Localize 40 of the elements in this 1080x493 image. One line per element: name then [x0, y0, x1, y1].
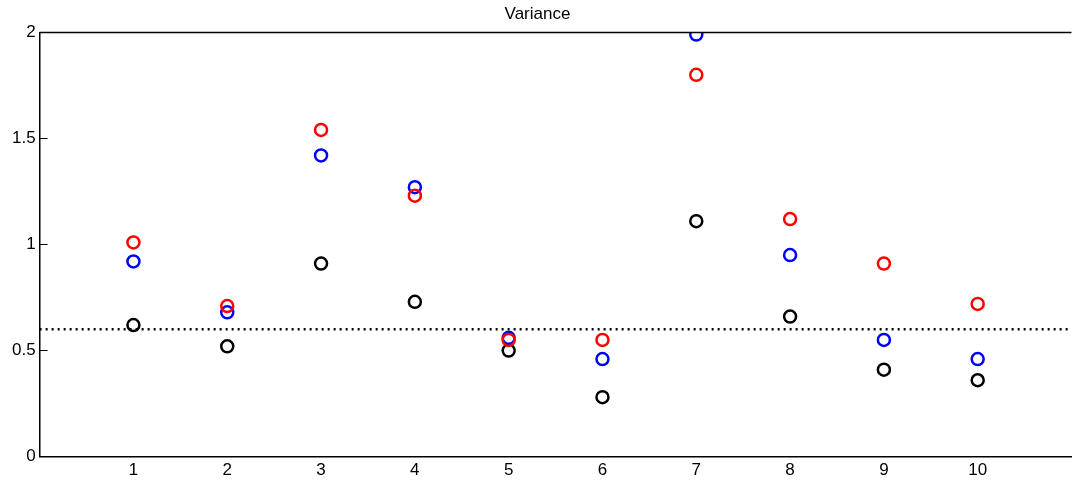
x-tick-label: 9 — [879, 460, 889, 480]
x-tick-label: 8 — [785, 460, 795, 480]
point — [782, 247, 798, 263]
point — [407, 188, 423, 203]
x-tick-label: 10 — [968, 460, 988, 480]
point — [970, 351, 985, 367]
point — [220, 339, 235, 354]
point — [876, 256, 892, 271]
point — [313, 148, 329, 163]
point — [689, 213, 704, 229]
point — [595, 389, 610, 405]
y-tick-label: 0 — [26, 446, 36, 466]
x-tick-label: 2 — [222, 460, 232, 480]
point — [126, 254, 141, 269]
point — [970, 296, 985, 312]
x-tick-label: 6 — [597, 460, 608, 480]
y-tick-label: 1 — [26, 234, 36, 254]
point — [126, 317, 141, 333]
x-tick-label: 3 — [316, 460, 326, 480]
point — [876, 362, 892, 377]
point — [970, 372, 985, 388]
point — [313, 122, 329, 138]
point — [126, 235, 141, 250]
point — [595, 332, 610, 348]
x-tick-label: 4 — [410, 460, 420, 480]
point — [313, 256, 329, 271]
point — [689, 67, 704, 83]
x-tick-label: 1 — [128, 460, 139, 480]
point — [407, 294, 423, 310]
y-tick-label: 0.5 — [11, 340, 36, 360]
x-tick-label: 7 — [691, 460, 702, 480]
point — [782, 211, 798, 227]
x-tick-label: 5 — [503, 460, 514, 480]
point — [220, 298, 235, 314]
y-tick-label: 1.5 — [11, 128, 36, 148]
point — [782, 309, 798, 324]
chart-title: Variance — [504, 3, 571, 23]
y-tick-label: 2 — [26, 22, 36, 42]
point — [595, 351, 610, 367]
point — [876, 332, 892, 348]
